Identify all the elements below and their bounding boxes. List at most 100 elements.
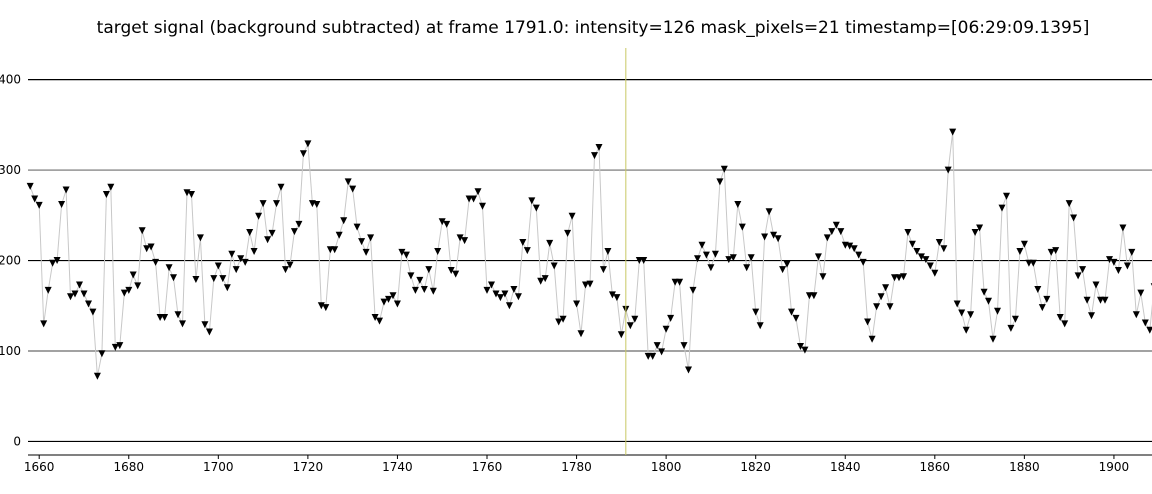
data-point-marker <box>1038 304 1046 312</box>
data-point-marker <box>873 303 881 311</box>
x-axis-tick-labels: 1660 1680 1700 1720 1740 1760 1780 1800 1820 1840… <box>24 460 1129 474</box>
data-point-marker <box>788 308 795 316</box>
data-point-marker <box>694 255 701 263</box>
data-point-marker <box>326 246 334 254</box>
data-point-marker <box>926 262 934 270</box>
data-point-marker <box>519 239 527 246</box>
x-tick-label: 1760 <box>472 460 503 474</box>
data-point-marker <box>1128 248 1136 256</box>
data-point-marker <box>958 309 966 317</box>
data-point-marker <box>917 253 925 261</box>
data-point-marker <box>1141 319 1149 327</box>
y-tick-label: 0 <box>13 434 21 448</box>
data-point-marker <box>667 314 675 322</box>
data-point-marker <box>174 311 182 319</box>
data-point-marker <box>295 220 303 228</box>
data-point-marker <box>62 186 70 194</box>
data-point-marker <box>698 241 706 249</box>
data-point-marker <box>886 303 894 311</box>
data-point-marker <box>322 304 330 312</box>
data-point-marker <box>161 314 169 321</box>
data-point-marker <box>76 281 83 289</box>
data-point-marker <box>492 290 500 298</box>
data-point-marker <box>40 320 48 328</box>
data-point-marker <box>255 212 263 220</box>
data-point-marker <box>26 182 34 190</box>
data-point-marker <box>864 318 872 326</box>
data-point-marker <box>416 276 424 284</box>
data-point-marker <box>1047 248 1055 256</box>
data-point-marker <box>470 195 478 203</box>
data-point-marker <box>98 350 106 358</box>
data-point-marker <box>582 281 589 289</box>
data-point-marker <box>331 246 339 254</box>
y-tick-label: 300 <box>0 163 21 177</box>
data-point-marker <box>1052 247 1060 255</box>
chart-title: target signal (background subtracted) at… <box>96 18 1090 38</box>
x-axis-ticks <box>38 455 1115 459</box>
data-point-marker <box>828 228 836 236</box>
data-point-marker <box>71 290 79 298</box>
data-point-marker <box>514 293 522 301</box>
data-point-marker <box>376 317 383 325</box>
data-point-marker <box>510 286 518 293</box>
data-point-marker <box>738 223 746 231</box>
data-point-marker <box>80 290 88 298</box>
data-point-marker <box>805 292 813 300</box>
data-point-marker <box>573 300 581 308</box>
data-point-marker <box>250 248 258 255</box>
data-point-marker <box>461 237 469 245</box>
data-point-marker <box>617 331 625 339</box>
data-point-marker <box>644 352 652 360</box>
data-point-marker <box>810 292 818 300</box>
data-point-marker <box>179 320 186 328</box>
y-tick-label: 100 <box>0 344 21 358</box>
data-point-marker <box>505 302 513 310</box>
data-point-marker <box>559 315 567 323</box>
x-tick-label: 1800 <box>651 460 682 474</box>
data-point-marker <box>680 342 688 350</box>
data-point-marker <box>362 248 370 256</box>
data-point-marker <box>89 308 97 316</box>
data-point-marker <box>223 284 231 292</box>
data-point-marker <box>747 254 755 262</box>
data-point-marker <box>474 188 482 196</box>
data-point-marker <box>44 286 52 294</box>
x-tick-label: 1780 <box>561 460 592 474</box>
data-point-marker <box>219 275 227 283</box>
data-point-marker <box>832 221 840 229</box>
data-point-marker <box>913 248 921 255</box>
data-point-marker <box>1101 296 1109 304</box>
y-tick-label: 200 <box>0 254 21 268</box>
x-tick-label: 1820 <box>740 460 771 474</box>
data-point-marker <box>1123 262 1131 270</box>
data-point-marker <box>523 247 531 255</box>
data-point-marker <box>823 234 831 242</box>
data-point-marker <box>1011 315 1019 323</box>
data-point-marker <box>380 298 388 306</box>
data-point-marker <box>949 128 957 136</box>
data-point-marker <box>107 183 115 191</box>
data-point-marker <box>353 223 361 231</box>
data-point-marker <box>626 322 634 330</box>
data-point-marker <box>349 185 357 193</box>
x-tick-label: 1700 <box>203 460 234 474</box>
data-point-marker <box>756 322 764 330</box>
data-point-marker <box>129 271 137 279</box>
data-point-marker <box>546 239 554 247</box>
data-point-marker <box>591 152 598 160</box>
data-point-marker <box>1097 296 1104 304</box>
data-point-marker <box>143 245 151 253</box>
data-point-marker <box>779 266 787 274</box>
data-point-marker <box>483 286 491 294</box>
data-point-marker <box>998 204 1006 212</box>
signal-markers <box>26 128 1152 380</box>
data-point-marker <box>734 201 742 208</box>
data-point-marker <box>882 284 890 292</box>
x-tick-label: 1660 <box>24 460 55 474</box>
x-tick-label: 1720 <box>293 460 324 474</box>
data-point-marker <box>989 335 997 343</box>
data-point-marker <box>340 217 348 225</box>
data-point-marker <box>1092 281 1100 289</box>
data-point-marker <box>653 342 661 350</box>
